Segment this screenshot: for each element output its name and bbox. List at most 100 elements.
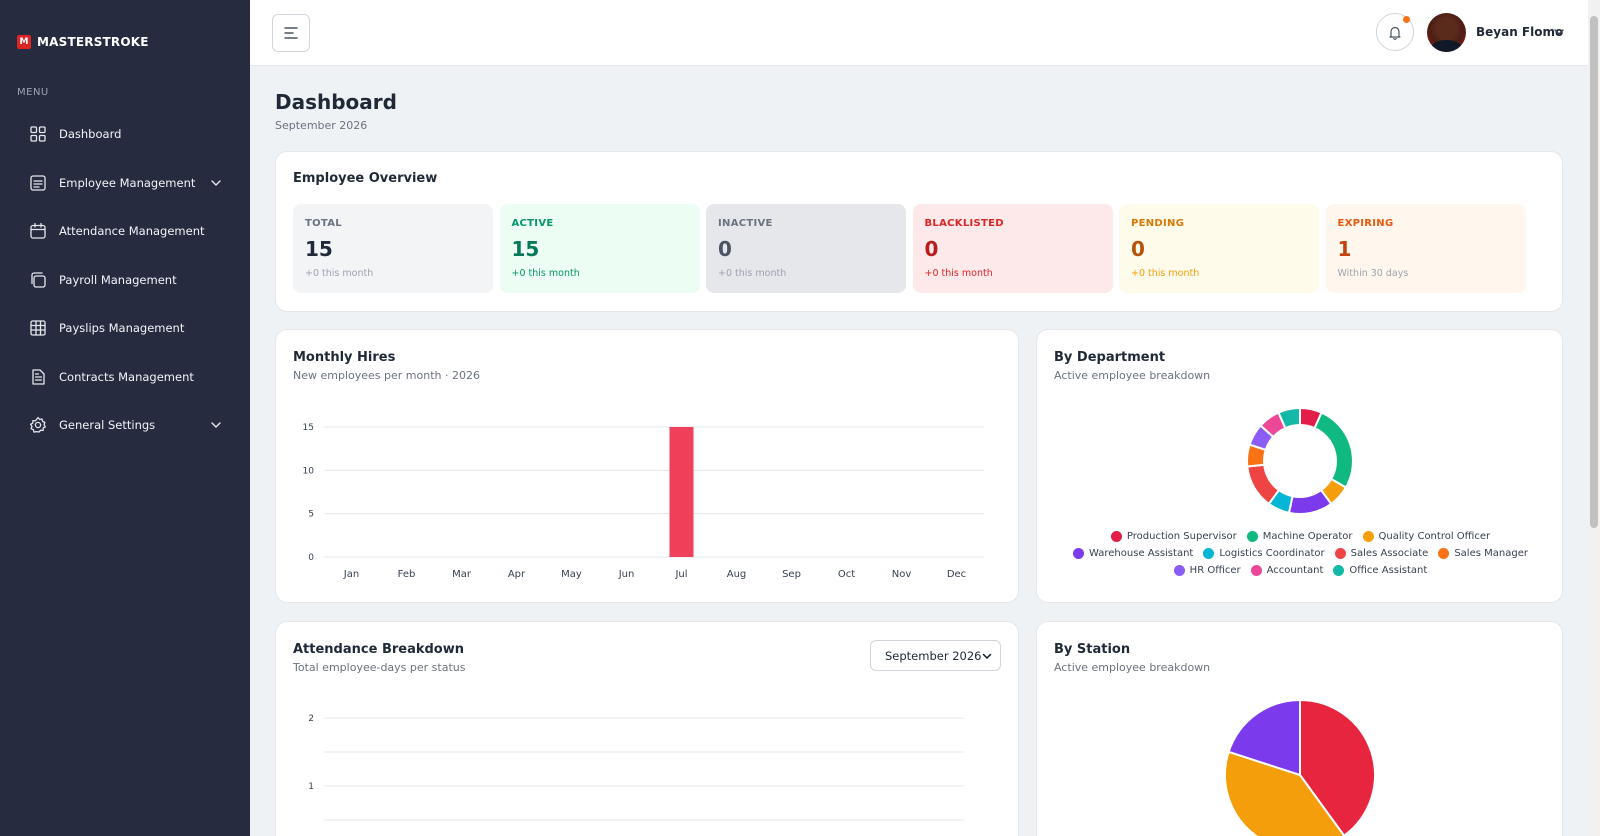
x-tick-label: Aug: [727, 569, 747, 580]
sidebar-item-contracts-management[interactable]: Contracts Management: [0, 353, 250, 402]
legend-item[interactable]: Accountant: [1250, 565, 1323, 576]
sidebar-item-general-settings[interactable]: General Settings: [0, 401, 250, 450]
legend-label: Production Supervisor: [1126, 531, 1237, 542]
card-subtitle: New employees per month · 2026: [293, 369, 480, 382]
legend-item[interactable]: HR Officer: [1173, 565, 1241, 576]
brand-logo[interactable]: M MASTERSTROKE: [17, 35, 149, 49]
pie-slice-2: [1227, 698, 1301, 777]
avatar[interactable]: [1427, 13, 1466, 52]
legend-item[interactable]: Office Assistant: [1333, 565, 1427, 576]
card-subtitle: Active employee breakdown: [1054, 661, 1211, 674]
chevron-down-icon[interactable]: [210, 419, 222, 431]
list-icon: [29, 174, 47, 192]
legend-item[interactable]: Sales Manager: [1438, 548, 1528, 559]
calendar-icon: [29, 222, 47, 240]
stat-label: EXPIRING: [1337, 218, 1394, 229]
sidebar: M MASTERSTROKE MENU Dashboard Employee Ma…: [0, 0, 250, 836]
scrollbar[interactable]: [1588, 0, 1600, 836]
y-tick-label: 0: [308, 553, 314, 563]
stat-card-pending[interactable]: PENDING 0 +0 this month: [1119, 204, 1319, 293]
menu-toggle-button[interactable]: [272, 14, 310, 52]
x-tick-label: May: [561, 569, 582, 580]
sidebar-nav: Dashboard Employee Management Attendance M…: [0, 110, 250, 450]
legend-swatch: [1334, 548, 1346, 559]
card-title: By Department: [1054, 350, 1166, 365]
stat-card-inactive[interactable]: INACTIVE 0 +0 this month: [706, 204, 906, 293]
y-tick-label: 10: [303, 466, 315, 476]
sidebar-item-employee-management[interactable]: Employee Management: [0, 159, 250, 208]
scrollbar-thumb[interactable]: [1590, 16, 1598, 528]
x-tick-label: Dec: [947, 569, 966, 580]
x-tick-label: Feb: [398, 569, 416, 580]
x-tick-label: Nov: [892, 569, 912, 580]
avatar-face: [1437, 19, 1456, 41]
x-tick-label: Mar: [452, 569, 472, 580]
legend-label: Machine Operator: [1262, 531, 1353, 542]
notifications-button[interactable]: [1376, 13, 1414, 51]
stat-value: 15: [511, 237, 540, 261]
monthly-hires-chart: 0 5 10 15 Jan Feb Mar Apr May Jun Jul Aug Sep Oct Nov D…: [303, 423, 984, 580]
month-select[interactable]: September 2026: [870, 640, 1001, 671]
legend-swatch: [1438, 548, 1450, 559]
legend-label: Warehouse Assistant: [1089, 548, 1194, 559]
x-tick-label: Jan: [343, 569, 359, 580]
chevron-down-icon[interactable]: [210, 177, 222, 189]
x-tick-label: Sep: [782, 569, 801, 580]
legend-swatch: [1333, 565, 1345, 576]
stat-value: 0: [924, 237, 939, 261]
stat-value: 1: [1337, 237, 1352, 261]
legend-label: Office Assistant: [1349, 565, 1428, 576]
y-tick-label: 2: [308, 714, 314, 724]
copy-icon: [29, 271, 47, 289]
sidebar-item-label: Payroll Management: [59, 272, 177, 287]
stat-label: PENDING: [1131, 218, 1185, 229]
sidebar-item-label: Dashboard: [59, 127, 122, 142]
stat-value: 15: [305, 237, 333, 261]
department-donut-chart: [1246, 406, 1354, 515]
chevron-down-icon[interactable]: [1553, 26, 1565, 38]
page-title: Dashboard: [275, 90, 397, 114]
document-icon: [29, 368, 47, 386]
brand-name: MASTERSTROKE: [37, 35, 149, 49]
station-pie-chart: [1224, 698, 1376, 836]
brand-mark: M: [17, 35, 31, 49]
legend-swatch: [1073, 548, 1085, 559]
stat-foot: +0 this month: [511, 268, 580, 279]
legend-item[interactable]: Machine Operator: [1246, 531, 1353, 542]
donut-slice-warehouse-assistant: [1287, 488, 1333, 515]
x-tick-label: Jul: [674, 569, 687, 580]
donut-slice-office-assistant: [1277, 406, 1301, 430]
stat-card-active[interactable]: ACTIVE 15 +0 this month: [499, 204, 700, 293]
legend-swatch: [1110, 531, 1122, 542]
user-name[interactable]: Beyan Flomo: [1476, 25, 1564, 39]
stat-foot: +0 this month: [305, 268, 374, 279]
stat-card-blacklisted[interactable]: BLACKLISTED 0 +0 this month: [912, 204, 1113, 293]
stat-label: INACTIVE: [718, 218, 773, 229]
legend-item[interactable]: Sales Associate: [1334, 548, 1429, 559]
legend-swatch: [1250, 565, 1262, 576]
donut-slice-sales-associate: [1246, 463, 1281, 506]
bell-icon: [1389, 26, 1401, 40]
stat-card-total[interactable]: TOTAL 15 +0 this month: [293, 204, 493, 293]
sidebar-item-dashboard[interactable]: Dashboard: [0, 110, 250, 159]
sidebar-item-attendance-management[interactable]: Attendance Management: [0, 207, 250, 256]
table-icon: [29, 319, 47, 337]
sidebar-item-label: Employee Management: [59, 175, 196, 190]
stat-foot: +0 this month: [1131, 268, 1200, 279]
sidebar-item-payslips-management[interactable]: Payslips Management: [0, 304, 250, 353]
legend-item[interactable]: Logistics Coordinator: [1203, 548, 1325, 559]
attendance-breakdown-card: Attendance Breakdown Total employee-days…: [275, 621, 1019, 836]
legend-item[interactable]: Quality Control Officer: [1362, 531, 1491, 542]
legend-item[interactable]: Warehouse Assistant: [1073, 548, 1193, 559]
stat-card-expiring[interactable]: EXPIRING 1 Within 30 days: [1325, 204, 1526, 293]
legend-label: Sales Associate: [1350, 548, 1429, 559]
sidebar-item-payroll-management[interactable]: Payroll Management: [0, 256, 250, 305]
x-tick-label: Apr: [508, 569, 526, 580]
avatar-shirt: [1431, 40, 1462, 52]
by-station-card: By Station Active employee breakdown: [1036, 621, 1563, 836]
legend-label: Quality Control Officer: [1378, 531, 1491, 542]
sidebar-item-label: Payslips Management: [59, 321, 185, 336]
stat-foot: +0 this month: [924, 268, 993, 279]
chevron-down-icon: [982, 653, 992, 660]
legend-item[interactable]: Production Supervisor: [1110, 531, 1237, 542]
